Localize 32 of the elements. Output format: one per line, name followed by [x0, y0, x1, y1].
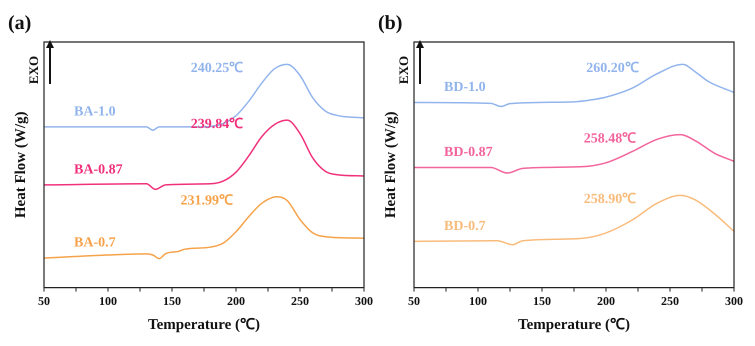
x-tick-label: 150 [163, 294, 181, 308]
annotation: 258.48℃ [584, 131, 636, 146]
x-axis-title: Temperature (℃) [148, 316, 260, 333]
y-axis-title: Heat Flow (W/g) [12, 111, 29, 218]
y-axis-title: Heat Flow (W/g) [382, 111, 399, 218]
x-tick-label: 300 [725, 294, 743, 308]
text: EXO [26, 54, 42, 86]
x-tick-label: 50 [408, 294, 420, 308]
x-tick-label: 150 [533, 294, 551, 308]
x-tick-label: 200 [597, 294, 615, 308]
x-tick-label: 200 [227, 294, 245, 308]
chart-title: (a) [8, 12, 32, 34]
x-tick-label: 50 [38, 294, 50, 308]
x-tick-label: 250 [661, 294, 679, 308]
x-tick-label: 300 [355, 294, 373, 308]
x-tick-label: 100 [469, 294, 487, 308]
annotation: 239.84℃ [190, 116, 244, 132]
series-label: BA-1.0 [74, 104, 116, 120]
x-tick-label: 250 [291, 294, 309, 308]
series-label: BA-0.87 [74, 162, 123, 178]
x-tick-label: 100 [99, 294, 117, 308]
annotation: 231.99℃ [180, 193, 233, 208]
x-axis-title: Temperature (℃) [518, 316, 630, 333]
series-label: BD-0.7 [444, 218, 486, 234]
text: EXO [396, 54, 412, 86]
series-label: BD-1.0 [444, 80, 486, 96]
series-label: BD-0.87 [444, 145, 493, 160]
annotation: 258.90℃ [584, 192, 636, 207]
chart-title: (b) [378, 12, 402, 34]
annotation: 240.25℃ [190, 60, 244, 76]
annotation: 260.20℃ [586, 60, 639, 76]
series-label: BA-0.7 [74, 236, 116, 251]
